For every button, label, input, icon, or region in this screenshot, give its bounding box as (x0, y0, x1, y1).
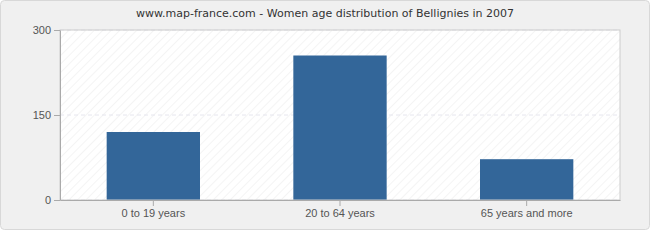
x-tick: 0 to 19 years (122, 200, 186, 219)
plot: 0 150 300 0 to 19 years 20 to 64 years 65 yea… (33, 24, 621, 219)
y-tick: 300 (33, 24, 60, 36)
plot-area (60, 30, 620, 200)
x-tick: 20 to 64 years (305, 200, 375, 219)
bars (107, 56, 574, 201)
y-tick: 0 (45, 194, 60, 206)
y-tick-mark (54, 30, 60, 31)
x-tick-mark (153, 200, 154, 206)
chart: 0 150 300 0 to 19 years 20 to 64 years 65 yea… (0, 0, 650, 230)
x-tick-label: 20 to 64 years (305, 207, 375, 219)
x-axis: 0 to 19 years 20 to 64 years 65 years and … (61, 200, 621, 219)
bar (480, 159, 573, 200)
y-tick-mark (54, 115, 60, 116)
x-tick-label: 65 years and more (481, 207, 573, 219)
x-tick: 65 years and more (481, 200, 573, 219)
bar (107, 132, 200, 200)
y-tick: 150 (33, 109, 60, 121)
background (1, 1, 650, 230)
plot-frame (60, 30, 620, 200)
bar (293, 56, 386, 201)
title: www.map-france.com - Women age distribut… (136, 7, 514, 20)
y-tick-mark (54, 200, 60, 201)
y-tick-label: 0 (45, 194, 51, 206)
y-tick-label: 300 (33, 24, 51, 36)
x-tick-mark (340, 200, 341, 206)
y-axis: 0 150 300 (33, 24, 61, 206)
x-tick-label: 0 to 19 years (122, 207, 186, 219)
x-tick-mark (526, 200, 527, 206)
y-axis-line (60, 31, 61, 201)
y-tick-label: 150 (33, 109, 51, 121)
